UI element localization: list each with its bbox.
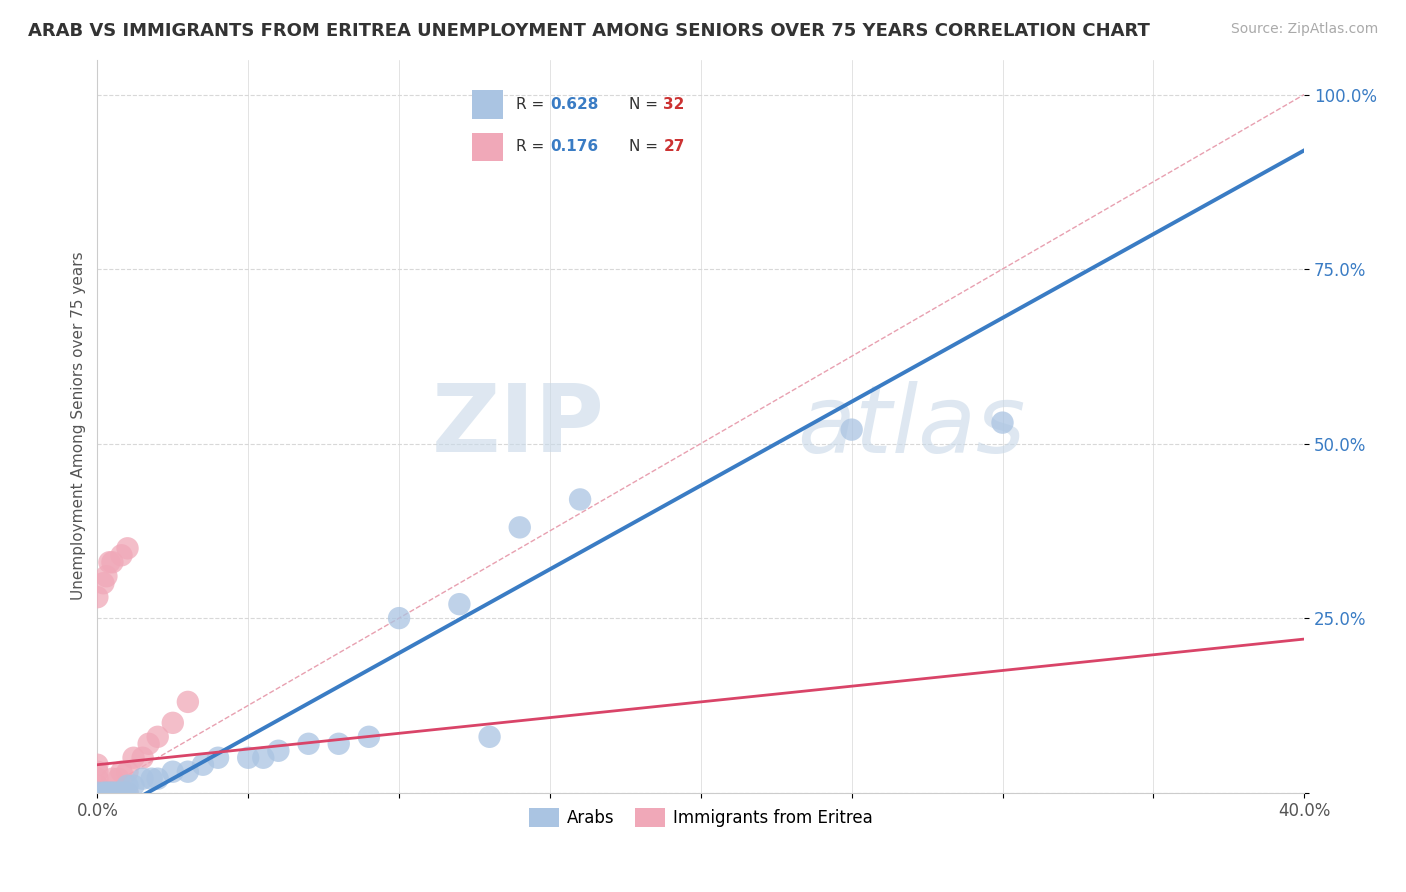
Point [146,730,169,744]
Point [101,786,124,800]
Point [86,590,108,604]
Point [110,549,132,563]
Point [191,757,214,772]
Point [207,750,229,764]
Point [96,569,118,583]
Point [131,750,153,764]
Point [122,779,145,793]
Point [131,772,153,786]
Point [114,786,136,800]
Text: ARAB VS IMMIGRANTS FROM ERITREA UNEMPLOYMENT AMONG SENIORS OVER 75 YEARS CORRELA: ARAB VS IMMIGRANTS FROM ERITREA UNEMPLOY… [28,22,1150,40]
Point [388,611,411,625]
Point [101,786,124,800]
Point [841,423,863,437]
Y-axis label: Unemployment Among Seniors over 75 years: Unemployment Among Seniors over 75 years [72,252,86,600]
Point [117,764,139,779]
Point [93,786,115,800]
Point [98,786,121,800]
Point [162,715,184,730]
Point [107,786,129,800]
Point [509,520,531,534]
Point [110,786,132,800]
Point [177,764,200,779]
Point [478,730,501,744]
Point [162,764,184,779]
Text: ZIP: ZIP [432,380,605,472]
Legend: Arabs, Immigrants from Eritrea: Arabs, Immigrants from Eritrea [520,800,882,836]
Point [86,757,108,772]
Point [449,597,471,611]
Point [297,737,319,751]
Point [107,772,129,786]
Point [86,764,108,779]
Point [991,416,1014,430]
Point [117,779,139,793]
Point [98,555,121,569]
Point [101,772,124,786]
Point [93,786,115,800]
Point [93,576,115,591]
Point [177,695,200,709]
Text: atlas: atlas [797,381,1025,472]
Point [110,764,132,779]
Point [357,730,380,744]
Point [146,772,169,786]
Point [252,750,274,764]
Point [267,744,290,758]
Point [86,772,108,786]
Point [117,541,139,556]
Point [122,750,145,764]
Point [569,492,592,507]
Point [96,786,118,800]
Point [86,779,108,793]
Point [86,786,108,800]
Point [138,737,160,751]
Point [117,786,139,800]
Point [104,786,127,800]
Point [101,555,124,569]
Point [117,786,139,800]
Point [328,737,350,751]
Point [238,750,260,764]
Point [86,786,108,800]
Point [98,786,121,800]
Point [96,786,118,800]
Text: Source: ZipAtlas.com: Source: ZipAtlas.com [1230,22,1378,37]
Point [141,772,163,786]
